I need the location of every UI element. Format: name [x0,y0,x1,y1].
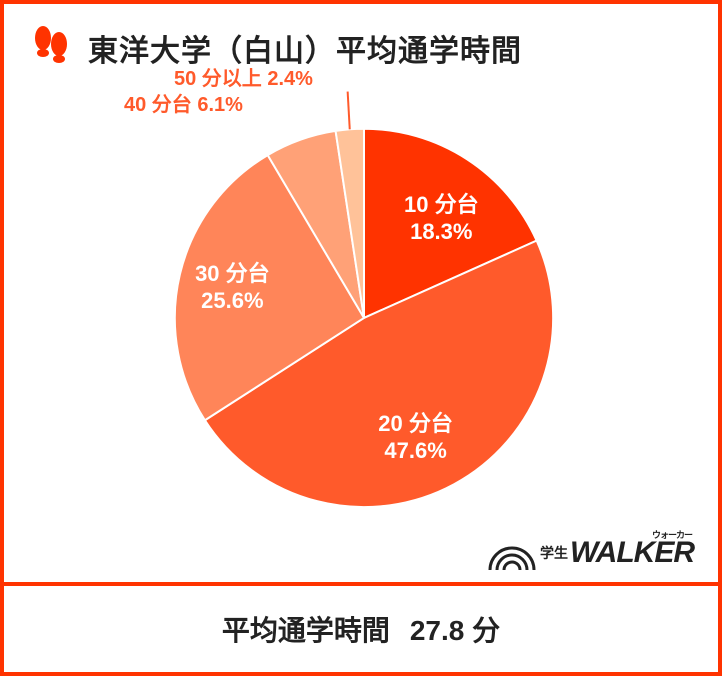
pie-chart: 10 分台 18.3% 20 分台 47.6% 30 分台 25.6% 40 分… [4,74,718,522]
logo-walker-text: WALKER ウォーカー [570,536,694,570]
logo-ruby-text: ウォーカー [652,528,692,541]
chart-title: 東洋大学（白山）平均通学時間 [88,26,522,70]
main-panel: 東洋大学（白山）平均通学時間 10 分台 18.3% 20 分台 47.6% 3… [4,4,718,582]
slice-label-20min: 20 分台 47.6% [378,410,453,465]
slice-label-10min: 10 分台 18.3% [404,191,479,246]
callout-40min: 40 分台 6.1% [124,92,243,118]
title-row: 東洋大学（白山）平均通学時間 [28,22,694,73]
logo-arc-icon [488,534,538,572]
infographic-card: 東洋大学（白山）平均通学時間 10 分台 18.3% 20 分台 47.6% 3… [0,0,722,676]
leader-line [348,92,350,130]
logo-gakusei-text: 学生 [540,543,568,563]
footer-value: 27.8 分 [410,609,500,649]
footer-label: 平均通学時間 [222,609,390,649]
footer-panel: 平均通学時間 27.8 分 [4,582,718,672]
brand-logo: 学生 WALKER ウォーカー [488,534,694,572]
footsteps-icon [28,22,74,73]
pie-svg [4,74,718,522]
slice-label-30min: 30 分台 25.6% [195,260,270,315]
callout-50min: 50 分以上 2.4% [174,66,313,92]
